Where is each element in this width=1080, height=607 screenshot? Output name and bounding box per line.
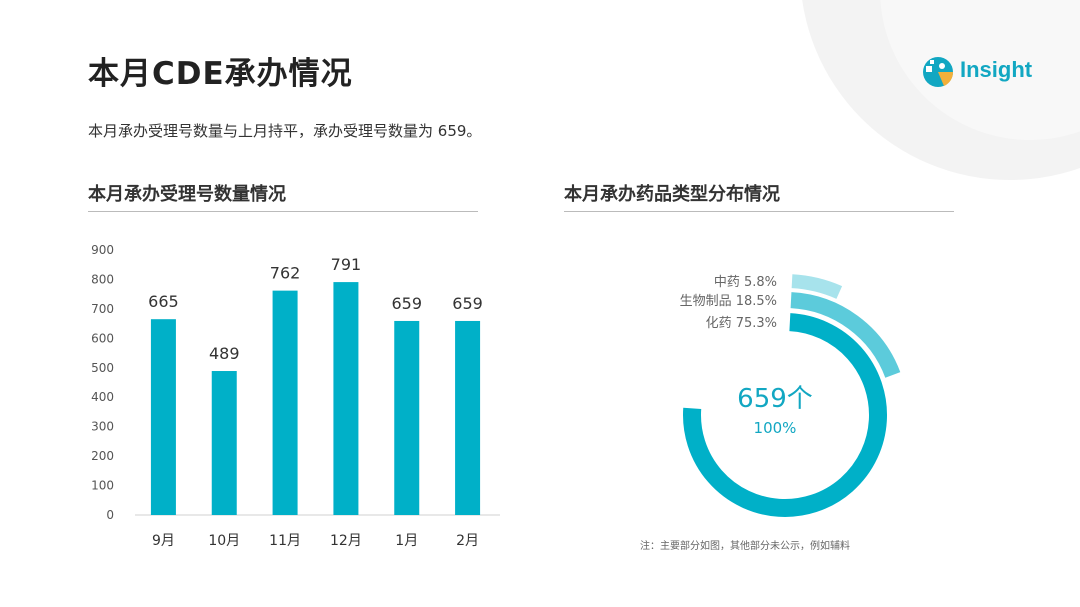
ring-label: 化药 75.3% [706,316,777,331]
bar [333,282,359,515]
x-tick-label: 11月 [269,533,301,549]
bar-chart-title: 本月承办受理号数量情况 [88,184,286,205]
ring-label: 中药 5.8% [714,275,777,290]
bar-chart: 0 100 200 300 400 500 600 700 800 900 665 9月 489 10月 7… [91,243,500,549]
bar-value-label: 659 [391,294,422,313]
summary-text: 本月承办受理号数量与上月持平，承办受理号数量为 659。 [88,122,482,140]
y-tick-label: 600 [91,331,114,345]
x-tick-label: 2月 [456,533,479,549]
donut-chart: 化药 75.3% 生物制品 18.5% 中药 5.8% 659个 100% [680,274,901,517]
page-title: 本月CDE承办情况 [88,56,353,92]
center-value: 659个 [737,384,813,414]
x-tick-label: 12月 [330,533,362,549]
bar-chart-title-rule [88,211,478,212]
ring-segment [790,292,901,378]
footnote: 注：主要部分如图，其他部分未公示，例如辅料 [640,541,850,552]
y-tick-label: 400 [91,390,114,404]
bar-value-label: 659 [452,294,483,313]
y-tick-label: 900 [91,243,114,257]
insight-logo-icon [923,57,954,87]
y-tick-label: 0 [106,508,114,522]
center-percent: 100% [754,419,797,437]
bar [394,320,420,515]
y-tick-label: 300 [91,420,114,434]
bar [272,290,298,515]
bar [211,371,237,515]
x-tick-label: 9月 [152,533,175,549]
y-tick-label: 700 [91,302,114,316]
ring-segment [683,313,887,517]
donut-chart-title-rule [564,211,954,212]
bar [455,320,481,515]
insight-logo: Insight [920,52,1040,92]
y-tick-label: 100 [91,479,114,493]
x-tick-label: 10月 [208,533,240,549]
y-tick-label: 800 [91,272,114,286]
bar-value-label: 489 [209,344,240,363]
bar-value-label: 791 [331,255,362,274]
ring-label: 生物制品 18.5% [680,294,777,309]
ring-segment [791,274,843,299]
y-tick-label: 200 [91,449,114,463]
bar-value-label: 762 [270,264,301,283]
bar [150,319,176,515]
insight-logo-text: Insight [960,57,1033,82]
donut-chart-title: 本月承办药品类型分布情况 [564,184,780,205]
y-tick-label: 500 [91,361,114,375]
x-tick-label: 1月 [395,533,418,549]
bar-value-label: 665 [148,292,179,311]
